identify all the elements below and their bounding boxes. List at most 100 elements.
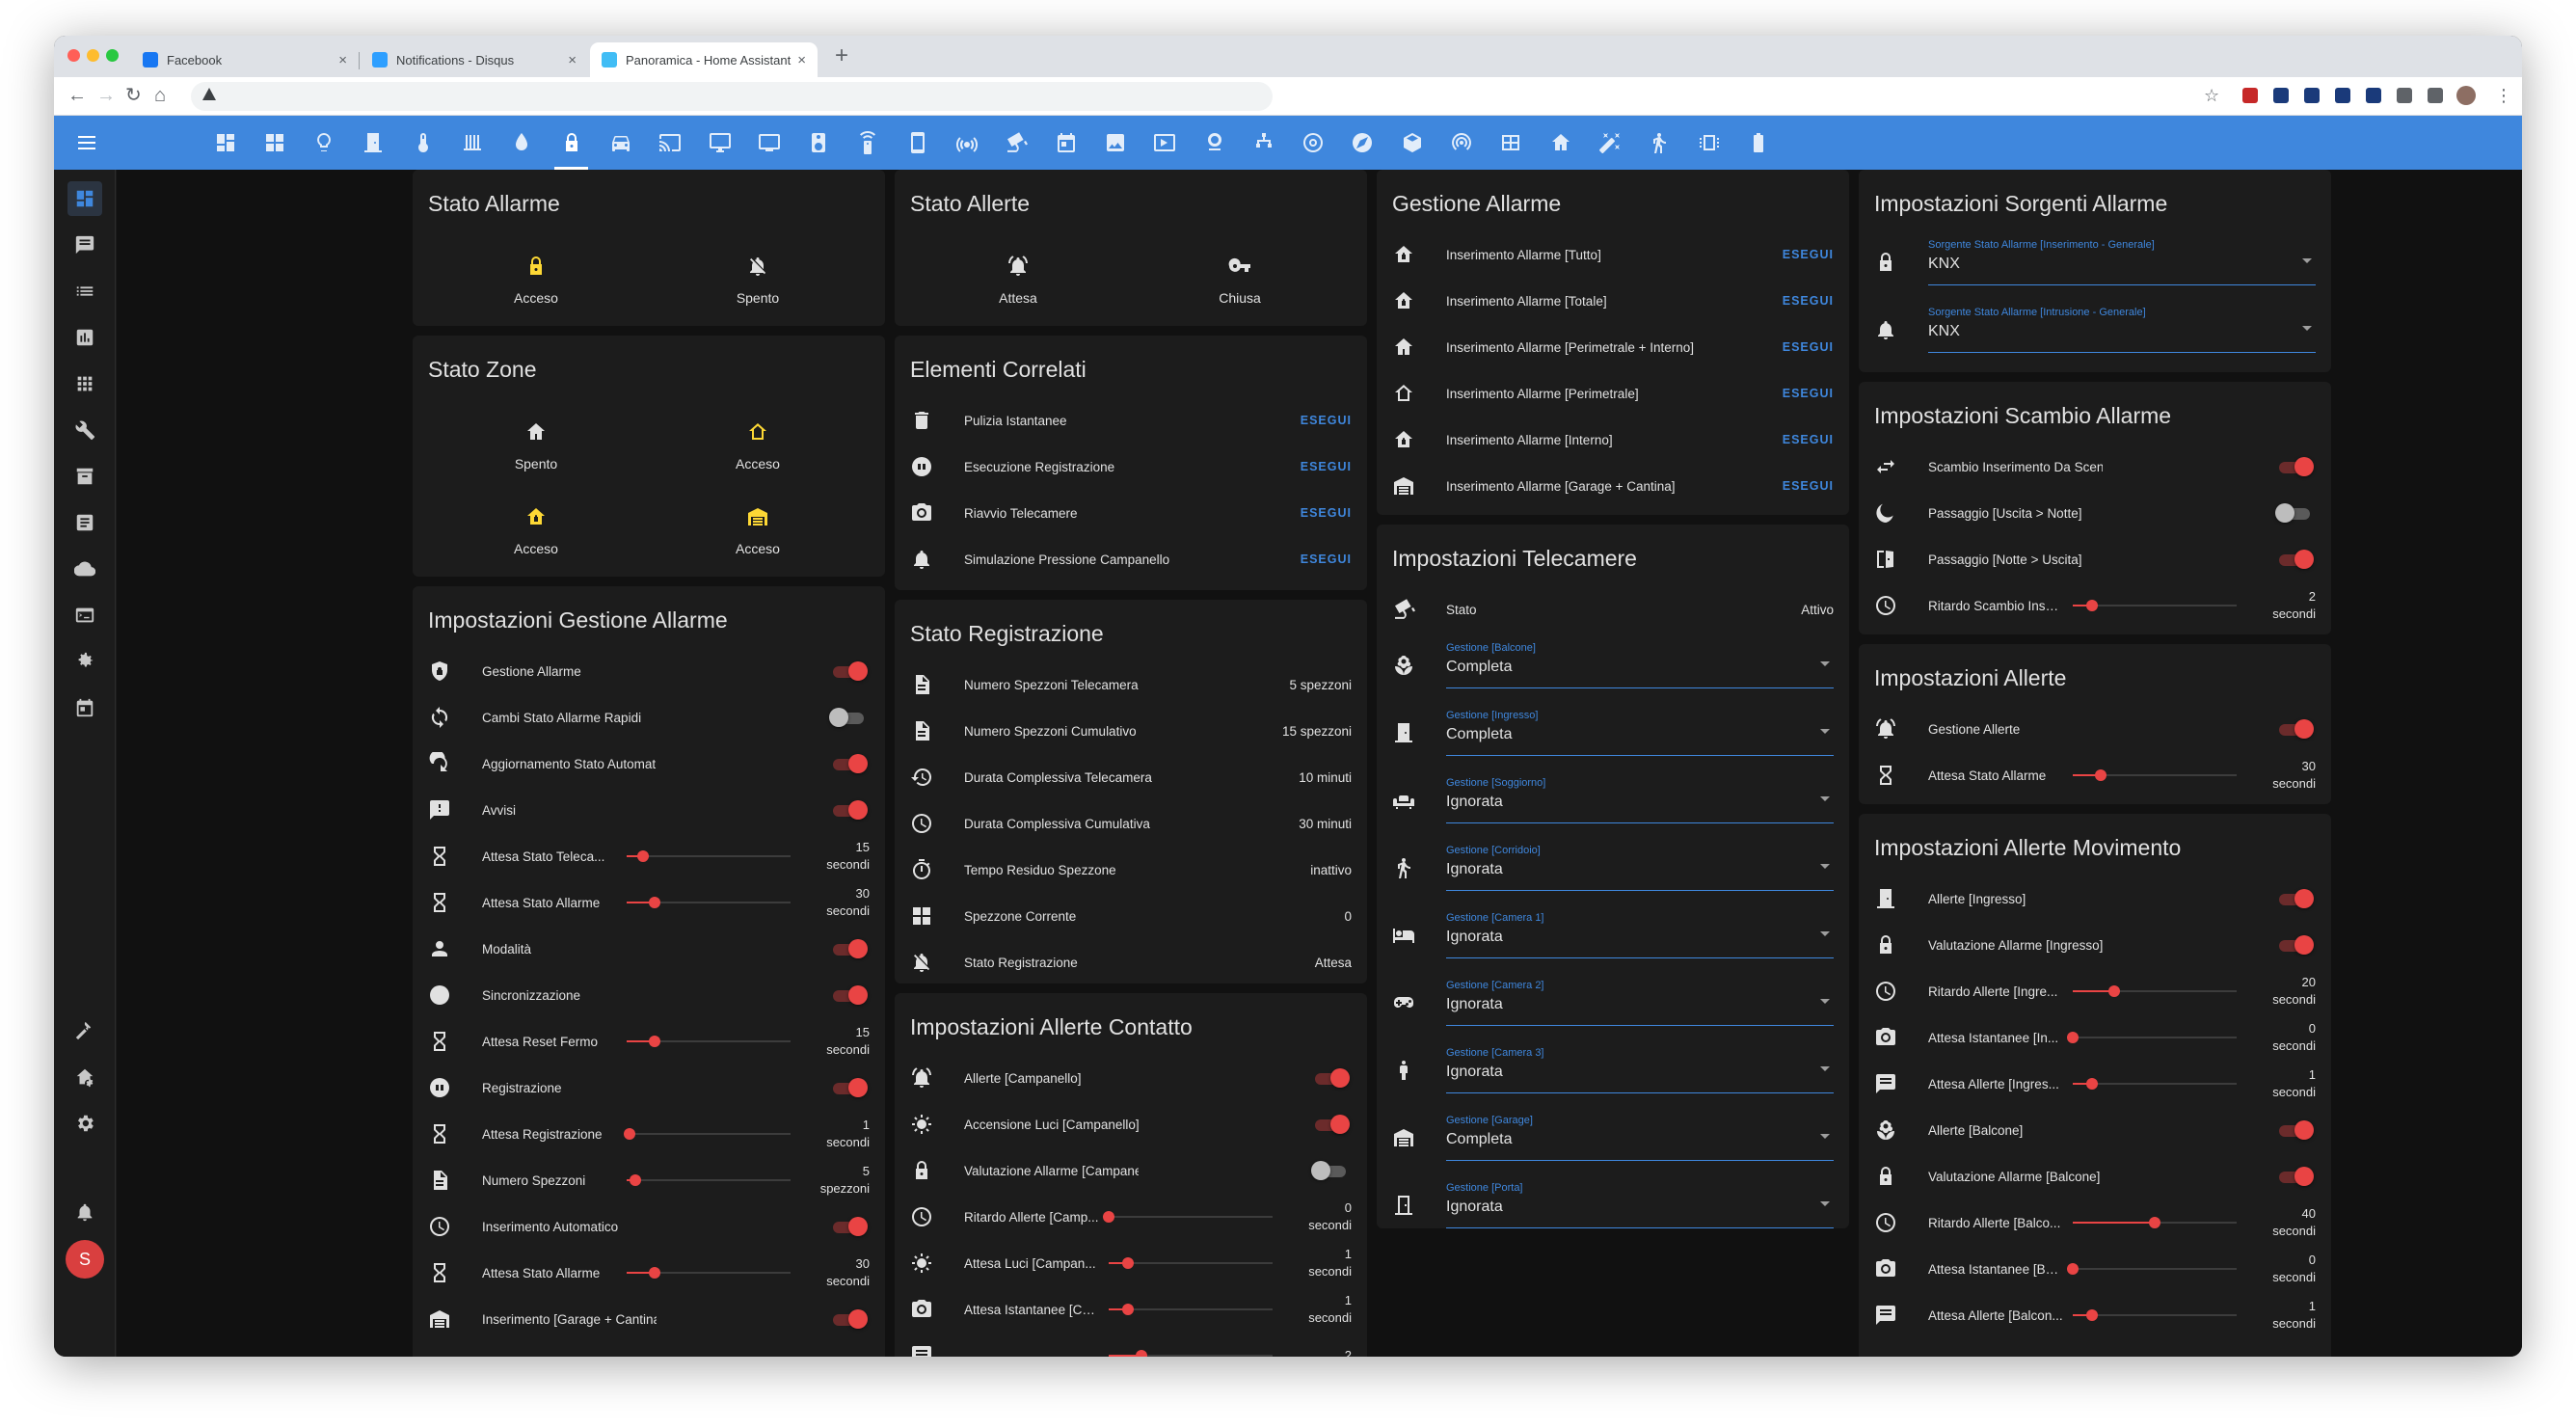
select-field[interactable]: Gestione [Garage] Completa [1446, 1115, 1834, 1161]
bell-icon[interactable] [67, 1195, 102, 1229]
run-button[interactable]: ESEGUI [1300, 414, 1352, 427]
run-button[interactable]: ESEGUI [1300, 506, 1352, 520]
toggle-switch[interactable] [2277, 550, 2314, 569]
extension-icon[interactable] [2335, 88, 2350, 103]
select-field[interactable]: Gestione [Balcone] Completa [1446, 642, 1834, 688]
terminal-icon[interactable] [67, 598, 102, 633]
phone-icon[interactable] [893, 116, 942, 170]
slider-control[interactable] [1109, 1300, 1273, 1319]
glance-item[interactable]: Spento [681, 255, 835, 306]
select-field[interactable]: Sorgente Stato Allarme [Inserimento - Ge… [1928, 239, 2316, 285]
browser-tab[interactable]: Panoramica - Home Assistant × [590, 42, 818, 77]
door-icon[interactable] [349, 116, 398, 170]
slider-control[interactable] [2073, 1213, 2237, 1232]
toggle-switch[interactable] [831, 985, 868, 1005]
message-icon[interactable] [67, 228, 102, 262]
run-button[interactable]: ESEGUI [1300, 552, 1352, 566]
select-field[interactable]: Gestione [Corridoio] Ignorata [1446, 845, 1834, 891]
run-button[interactable]: ESEGUI [1782, 294, 1834, 308]
star-icon[interactable]: ☆ [2204, 86, 2220, 105]
view-dashboard-icon[interactable] [201, 116, 250, 170]
radiator-icon[interactable] [448, 116, 497, 170]
menu-dots-icon[interactable]: ⋮ [2495, 86, 2512, 105]
toggle-switch[interactable] [831, 661, 868, 681]
apps-icon[interactable] [67, 366, 102, 401]
glance-item[interactable]: Acceso [681, 505, 835, 556]
water-icon[interactable] [497, 116, 547, 170]
battery-icon[interactable] [1733, 116, 1783, 170]
slider-control[interactable] [627, 1263, 791, 1282]
toggle-switch[interactable] [2277, 1167, 2314, 1186]
slider-control[interactable] [624, 1124, 791, 1144]
tab-close-icon[interactable]: × [797, 51, 806, 68]
profile-avatar-icon[interactable] [2456, 86, 2476, 105]
toggle-switch[interactable] [2275, 503, 2312, 523]
select-field[interactable]: Gestione [Camera 3] Ignorata [1446, 1047, 1834, 1093]
remote-icon[interactable] [844, 116, 893, 170]
browser-tab[interactable]: Facebook × [131, 42, 359, 77]
monitor-icon[interactable] [695, 116, 744, 170]
media-icon[interactable] [1140, 116, 1190, 170]
extension-icon[interactable] [2366, 88, 2381, 103]
run-button[interactable]: ESEGUI [1300, 460, 1352, 473]
view-dashboard-icon[interactable] [67, 181, 102, 216]
slider-control[interactable] [2067, 1259, 2237, 1279]
toggle-switch[interactable] [831, 1309, 868, 1329]
hamburger-menu-icon[interactable] [75, 131, 98, 154]
slider-control[interactable] [2073, 982, 2237, 1001]
slider-control[interactable] [2073, 1074, 2237, 1093]
toggle-switch[interactable] [831, 939, 868, 958]
toggle-switch[interactable] [831, 800, 868, 820]
webcam-icon[interactable] [1190, 116, 1239, 170]
climate-icon[interactable] [398, 116, 447, 170]
slider-control[interactable] [1109, 1253, 1273, 1273]
slider-control[interactable] [627, 1032, 791, 1051]
toggle-switch[interactable] [1313, 1115, 1350, 1134]
glance-item[interactable]: Attesa [941, 255, 1095, 306]
back-icon[interactable]: ← [67, 85, 87, 106]
toggle-switch[interactable] [831, 1217, 868, 1236]
car-icon[interactable] [596, 116, 645, 170]
puzzle-icon[interactable] [2397, 88, 2412, 103]
archive-icon[interactable] [67, 459, 102, 494]
glance-item[interactable]: Acceso [459, 255, 613, 306]
toggle-switch[interactable] [831, 1078, 868, 1097]
home-icon[interactable] [1536, 116, 1585, 170]
slider-control[interactable] [2067, 1028, 2237, 1047]
image-icon[interactable] [1090, 116, 1140, 170]
forward-icon[interactable]: → [96, 85, 116, 106]
compass-icon[interactable] [1338, 116, 1387, 170]
grid-icon[interactable] [250, 116, 299, 170]
toggle-switch[interactable] [2277, 889, 2314, 908]
toggle-switch[interactable] [829, 708, 866, 727]
calendar-icon[interactable] [67, 690, 102, 725]
select-field[interactable]: Gestione [Camera 1] Ignorata [1446, 912, 1834, 958]
user-avatar[interactable]: S [66, 1240, 104, 1279]
toggle-switch[interactable] [831, 754, 868, 773]
slider-control[interactable] [2073, 766, 2237, 785]
cctv-icon[interactable] [992, 116, 1041, 170]
broadcast-icon[interactable] [1437, 116, 1487, 170]
network-icon[interactable] [1239, 116, 1288, 170]
target-icon[interactable] [1289, 116, 1338, 170]
chart-icon[interactable] [67, 320, 102, 355]
chip-icon[interactable] [1684, 116, 1733, 170]
panel-icon[interactable] [1487, 116, 1536, 170]
glance-item[interactable]: Acceso [681, 420, 835, 472]
wifi-icon[interactable] [943, 116, 992, 170]
walk-icon[interactable] [1635, 116, 1684, 170]
settings-icon[interactable] [67, 1106, 102, 1141]
select-field[interactable]: Gestione [Ingresso] Completa [1446, 710, 1834, 756]
glance-item[interactable]: Chiusa [1163, 255, 1317, 306]
run-button[interactable]: ESEGUI [1782, 479, 1834, 493]
run-button[interactable]: ESEGUI [1782, 433, 1834, 446]
zoom-window-icon[interactable] [106, 49, 119, 62]
lightbulb-icon[interactable] [300, 116, 349, 170]
browser-tab[interactable]: Notifications - Disqus × [361, 42, 588, 77]
select-field[interactable]: Sorgente Stato Allarme [Intrusione - Gen… [1928, 307, 2316, 353]
run-button[interactable]: ESEGUI [1782, 340, 1834, 354]
lock-icon[interactable] [547, 116, 596, 170]
notes-icon[interactable] [67, 505, 102, 540]
new-tab-icon[interactable]: + [835, 42, 849, 68]
tv-icon[interactable] [744, 116, 793, 170]
